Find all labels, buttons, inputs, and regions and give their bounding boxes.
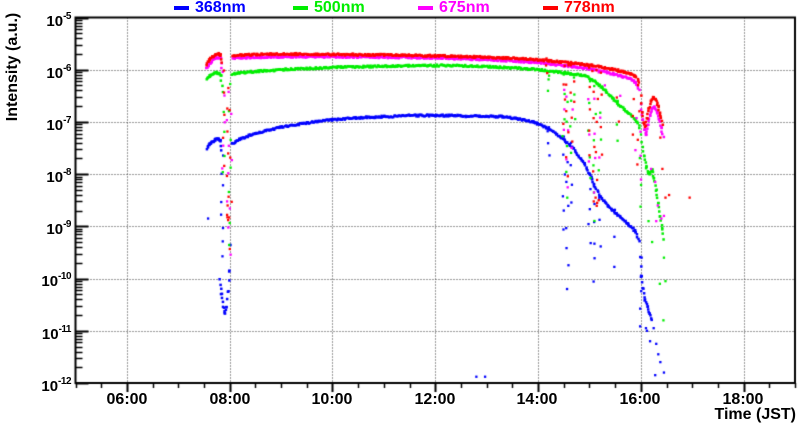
- legend-label: 778nm: [564, 0, 615, 16]
- y-tick-label: 10-8: [46, 167, 71, 186]
- y-tick-label: 10-12: [41, 376, 71, 395]
- x-tick-label: 10:00: [311, 391, 353, 408]
- x-tick-label: 18:00: [722, 391, 764, 408]
- legend-item-778nm: 778nm: [543, 0, 615, 16]
- legend-label: 500nm: [314, 0, 365, 16]
- x-axis-title: Time (JST): [714, 406, 797, 423]
- legend-dash-icon: [174, 6, 189, 10]
- y-axis-title: Intensity (a.u.): [4, 12, 21, 122]
- legend-dash-icon: [418, 6, 433, 10]
- y-tick-label: 10-6: [46, 63, 71, 82]
- y-tick-label: 10-11: [41, 324, 72, 343]
- legend-item-500nm: 500nm: [293, 0, 365, 16]
- x-tick-label: 12:00: [414, 391, 456, 408]
- x-tick-label: 16:00: [619, 391, 661, 408]
- legend-label: 675nm: [439, 0, 490, 16]
- y-tick-label: 10-5: [46, 11, 71, 30]
- legend-dash-icon: [293, 6, 308, 10]
- x-tick-label: 06:00: [106, 391, 148, 408]
- x-tick-label: 14:00: [516, 391, 558, 408]
- legend-item-675nm: 675nm: [418, 0, 490, 16]
- y-tick-label: 10-7: [46, 115, 71, 134]
- x-tick-label: 08:00: [209, 391, 251, 408]
- legend-item-368nm: 368nm: [174, 0, 246, 16]
- y-tick-label: 10-10: [41, 271, 71, 290]
- legend-label: 368nm: [195, 0, 246, 16]
- legend-dash-icon: [543, 6, 558, 10]
- y-tick-label: 10-9: [46, 219, 71, 238]
